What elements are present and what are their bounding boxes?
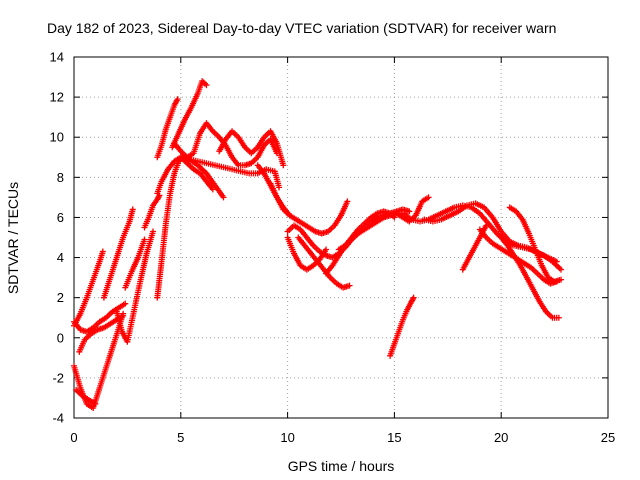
series-arc-29	[498, 234, 562, 321]
data-point	[280, 162, 287, 169]
data-point	[150, 228, 157, 235]
data-point	[323, 246, 330, 253]
x-tick-label: 15	[387, 430, 401, 445]
x-tick-label: 5	[177, 430, 184, 445]
series-arc-04	[73, 386, 99, 407]
series-arc-02	[71, 248, 106, 329]
y-tick-label: 8	[57, 170, 64, 185]
data-point	[99, 248, 106, 255]
y-axis-label: SDTVAR / TECUs	[5, 182, 21, 294]
data-point	[129, 206, 136, 213]
data-point	[174, 96, 181, 103]
data-point-fill	[155, 193, 162, 200]
series-arc-21	[295, 234, 353, 291]
data-point	[406, 208, 413, 215]
data-point	[220, 194, 227, 201]
data-point	[120, 312, 127, 319]
y-tick-label: 10	[50, 130, 64, 145]
series-arc-22	[323, 208, 398, 277]
data-point	[141, 236, 148, 243]
x-tick-label: 20	[494, 430, 508, 445]
y-tick-label: 2	[57, 290, 64, 305]
x-tick-label: 10	[280, 430, 294, 445]
data-point	[425, 194, 432, 201]
data-series	[71, 78, 565, 411]
data-point	[483, 222, 490, 229]
data-point	[558, 276, 565, 283]
y-tick-label: 14	[50, 50, 64, 65]
x-tick-label: 0	[70, 430, 77, 445]
x-tick-label: 25	[601, 430, 615, 445]
series-arc-23	[335, 194, 432, 253]
y-tick-label: 6	[57, 210, 64, 225]
series-arc-09	[141, 192, 163, 231]
y-axis-tick-labels: -4 -2 0 2 4 6 8 10 12 14	[50, 50, 64, 426]
series-arc-18	[267, 180, 351, 237]
data-point	[555, 314, 562, 321]
data-point-fill	[409, 296, 416, 303]
data-point	[209, 186, 216, 193]
plot-frame	[73, 56, 609, 419]
series-arc-06	[100, 206, 136, 301]
data-point	[344, 198, 351, 205]
y-tick-label: 0	[57, 330, 64, 345]
series-arc-16	[216, 128, 287, 169]
data-point	[276, 184, 283, 191]
series-arc-13	[169, 78, 210, 151]
series-arc-15	[177, 154, 283, 191]
data-point	[122, 300, 129, 307]
y-tick-label: 12	[50, 90, 64, 105]
chart-title: Day 182 of 2023, Sidereal Day-to-day VTE…	[47, 20, 556, 36]
series-arc-24	[387, 294, 417, 359]
y-tick-label: 4	[57, 250, 64, 265]
series-arc-08	[122, 236, 148, 291]
data-point	[203, 82, 210, 89]
data-point	[558, 266, 565, 273]
x-axis-label: GPS time / hours	[288, 458, 395, 474]
y-tick-label: -4	[52, 411, 64, 426]
data-point	[346, 282, 353, 289]
series-arc-12	[154, 96, 181, 161]
series-arc-27	[459, 222, 490, 273]
y-tick-label: -2	[52, 370, 64, 385]
data-point	[92, 400, 99, 407]
series-arc-30	[506, 204, 565, 285]
x-axis-tick-labels: 0 5 10 15 20 25	[70, 430, 615, 445]
series-arc-07	[113, 228, 157, 345]
data-point	[410, 294, 417, 301]
